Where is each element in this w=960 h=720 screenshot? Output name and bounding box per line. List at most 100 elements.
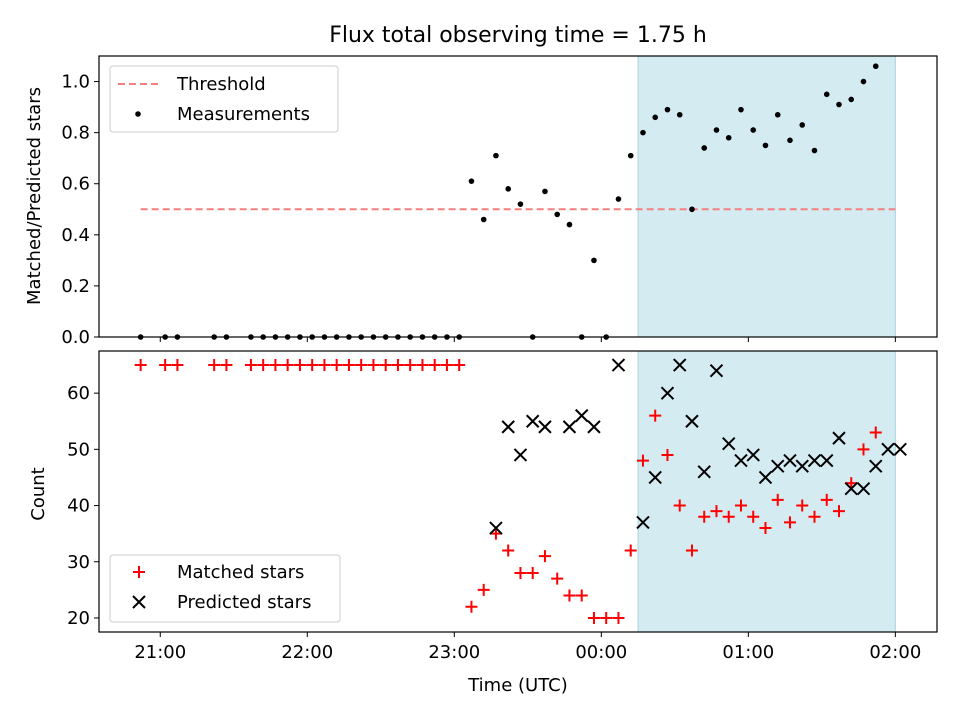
predicted-star-point	[513, 448, 528, 462]
matched-star-point	[330, 359, 343, 372]
measurement-point	[823, 91, 830, 98]
top-y-tick-label: 0.6	[61, 174, 90, 195]
matched-star-point	[502, 544, 515, 557]
measurement-point	[811, 147, 818, 154]
predicted-star-point	[562, 420, 577, 434]
matched-star-point	[514, 566, 527, 579]
x-axis-label: Time (UTC)	[467, 675, 568, 696]
matched-star-point	[318, 359, 331, 372]
matched-star-point	[710, 505, 723, 518]
predicted-star-point	[832, 431, 846, 445]
matched-star-point	[465, 600, 478, 613]
bottom-y-tick-label: 30	[67, 552, 90, 573]
x-tick-label: 02:00	[869, 642, 921, 663]
measurements-legend-label: Measurements	[177, 104, 310, 125]
measurement-point	[701, 145, 708, 151]
measurement-point	[627, 152, 634, 159]
measurement-point	[725, 134, 732, 141]
predicted-star-point	[734, 453, 748, 468]
measurement-point	[860, 78, 867, 85]
measurement-point	[615, 196, 622, 202]
matched-star-point	[220, 359, 233, 372]
measurement-point	[774, 111, 781, 118]
matched-star-point	[685, 544, 698, 557]
predicted-star-point	[722, 437, 736, 451]
matched-star-point	[379, 359, 392, 372]
matched-star-point	[526, 566, 539, 579]
matched-star-point	[208, 359, 221, 372]
bottom-legend-box	[109, 554, 341, 623]
predicted-star-point	[709, 363, 724, 378]
measurement-point	[468, 178, 475, 184]
matched-star-point	[771, 493, 784, 506]
top-y-tick-label: 0.2	[61, 276, 90, 297]
bottom-y-axis-label: Count	[28, 467, 49, 520]
measurement-point	[664, 106, 671, 113]
measurement-point	[480, 216, 487, 223]
measurement-point	[750, 127, 757, 133]
bottom-y-tick-label: 60	[67, 383, 90, 404]
matched-stars-legend-label: Matched stars	[177, 562, 304, 583]
measurement-point	[836, 101, 842, 108]
matched-star-point	[587, 611, 600, 624]
x-tick-label: 01:00	[722, 642, 774, 663]
matched-star-point	[538, 550, 551, 563]
matched-star-point	[673, 499, 686, 512]
matched-star-point	[159, 359, 172, 372]
measurement-point	[787, 137, 793, 144]
predicted-star-point	[648, 470, 662, 485]
matched-star-point	[281, 359, 294, 372]
predicted-star-point	[856, 481, 871, 496]
top-y-tick-label: 0.0	[61, 327, 90, 348]
matched-star-point	[404, 359, 417, 372]
matched-star-point	[636, 454, 649, 467]
top-y-tick-label: 0.8	[61, 123, 90, 144]
predicted-star-point	[587, 420, 601, 434]
matched-stars-legend-swatch	[133, 566, 145, 578]
predicted-star-point	[771, 459, 785, 473]
predicted-star-point	[795, 459, 809, 473]
bottom-legend: Matched stars Predicted stars	[109, 554, 341, 623]
measurement-point	[652, 114, 659, 121]
top-panel: 0.0 0.2 0.4 0.6 0.8 1.0 Matched/Predicted sta…	[24, 55, 938, 348]
matched-star-point	[796, 499, 809, 512]
matched-star-point	[306, 359, 319, 372]
predicted-star-point	[501, 420, 515, 434]
matched-star-point	[171, 359, 184, 372]
predicted-stars-legend-label: Predicted stars	[177, 592, 311, 613]
matched-star-point	[428, 359, 441, 372]
measurement-point	[713, 127, 720, 133]
predicted-star-point	[673, 358, 687, 372]
predicted-star-point	[660, 386, 675, 400]
predicted-star-point	[881, 442, 895, 457]
predicted-star-point	[746, 448, 760, 462]
predicted-stars-legend-swatch	[132, 595, 146, 609]
matched-star-point	[612, 611, 625, 624]
matched-star-point	[661, 448, 674, 461]
predicted-star-point	[783, 453, 797, 468]
matched-star-point	[355, 359, 368, 372]
matched-star-point	[808, 510, 821, 523]
matched-star-point	[722, 510, 735, 523]
top-y-tick-label: 1.0	[61, 72, 90, 93]
matched-star-point	[453, 359, 466, 372]
chart-title: Flux total observing time = 1.75 h	[329, 23, 707, 48]
measurement-point	[689, 206, 695, 213]
matched-star-point	[489, 527, 502, 540]
predicted-star-point	[489, 521, 503, 535]
bottom-y-tick-label: 50	[67, 439, 90, 460]
predicted-star-point	[893, 442, 907, 457]
matched-star-point	[257, 359, 270, 372]
matched-star-point	[783, 516, 796, 529]
predicted-star-point	[611, 358, 626, 372]
matched-star-point	[293, 359, 306, 372]
matched-star-point	[391, 359, 404, 372]
predicted-stars-series	[489, 358, 907, 535]
top-legend: Threshold Measurements	[109, 65, 339, 133]
matched-star-point	[747, 510, 760, 523]
predicted-star-point	[575, 408, 589, 423]
measurements-legend-swatch	[135, 111, 141, 117]
predicted-star-point	[685, 414, 699, 428]
matched-star-point	[269, 359, 282, 372]
